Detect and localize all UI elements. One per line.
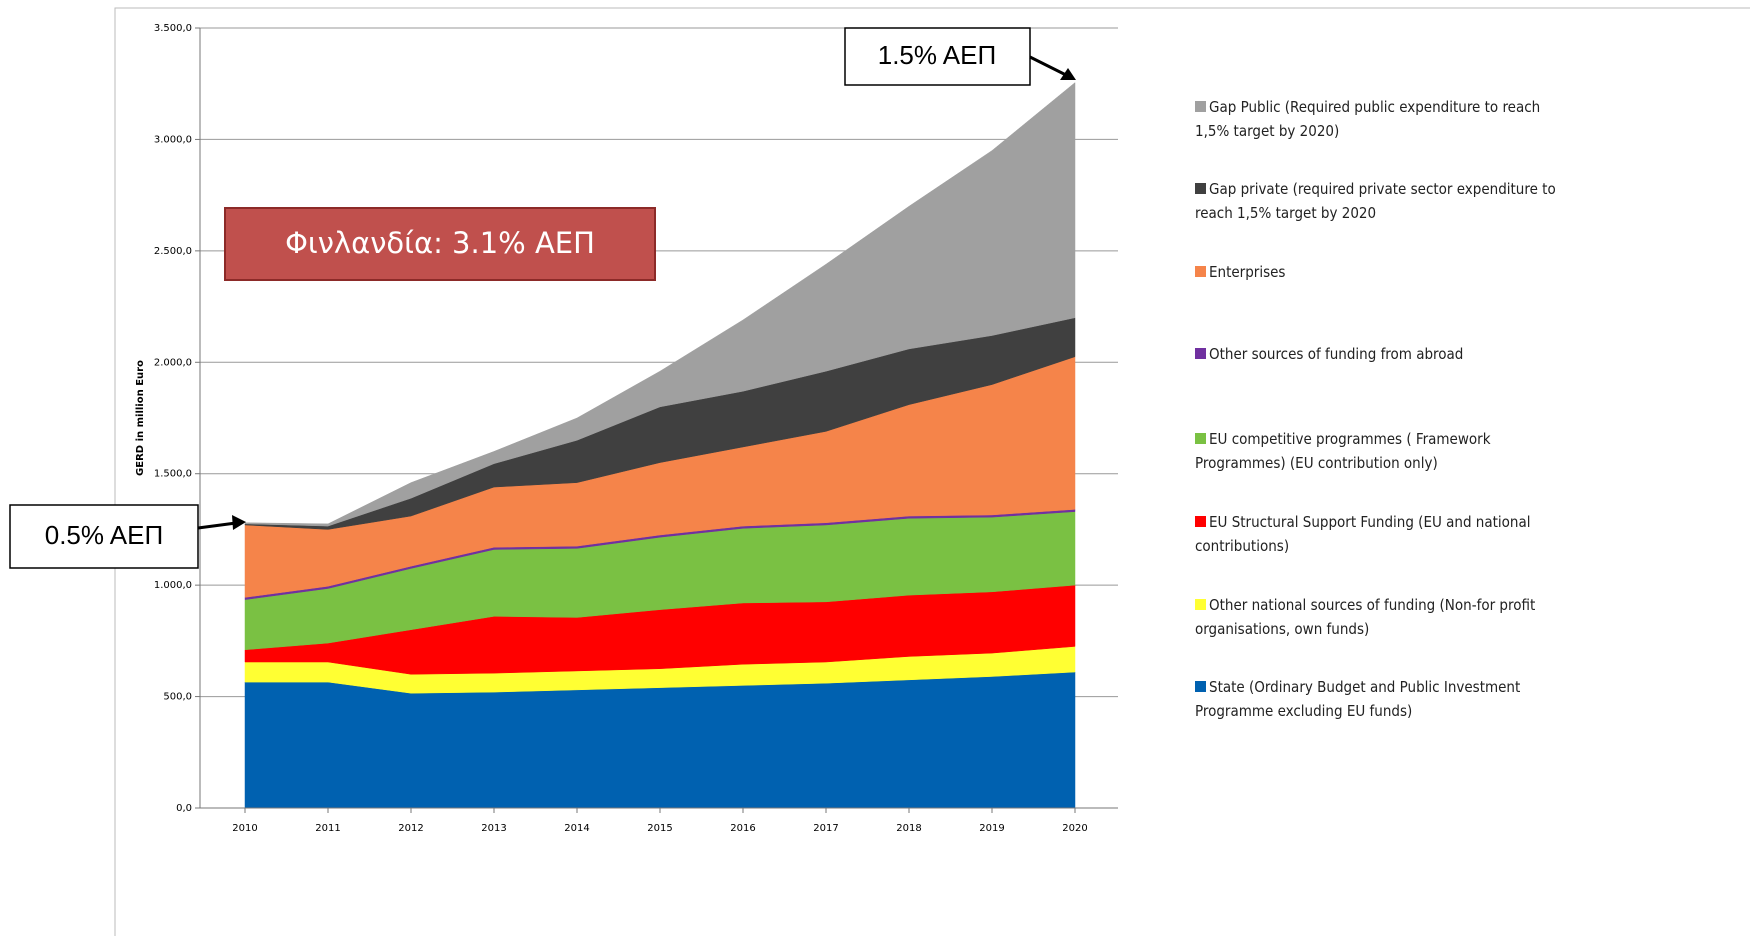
legend-item: Gap Public (Required public expenditure … bbox=[1195, 95, 1575, 143]
arrow bbox=[197, 521, 237, 530]
legend-item: Other national sources of funding (Non-f… bbox=[1195, 593, 1575, 641]
legend-swatch bbox=[1195, 599, 1206, 610]
legend-swatch bbox=[1195, 516, 1206, 527]
y-tick-label: 3.500,0 bbox=[154, 23, 192, 34]
x-tick-label: 2016 bbox=[730, 823, 755, 834]
x-tick-label: 2013 bbox=[481, 823, 506, 834]
x-tick-label: 2015 bbox=[647, 823, 672, 834]
legend-item: EU Structural Support Funding (EU and na… bbox=[1195, 510, 1575, 558]
y-tick-label: 2.000,0 bbox=[154, 357, 192, 368]
y-tick-label: 1.000,0 bbox=[154, 580, 192, 591]
annotation-box bbox=[9, 504, 199, 569]
x-tick-label: 2017 bbox=[813, 823, 838, 834]
legend-label: Gap Public (Required public expenditure … bbox=[1195, 98, 1541, 140]
legend-swatch bbox=[1195, 348, 1206, 359]
y-tick-label: 500,0 bbox=[163, 692, 192, 703]
legend-label: State (Ordinary Budget and Public Invest… bbox=[1195, 678, 1521, 720]
legend-swatch bbox=[1195, 101, 1206, 112]
arrow-head bbox=[1060, 68, 1076, 80]
legend-label: Other national sources of funding (Non-f… bbox=[1195, 596, 1536, 638]
legend-swatch bbox=[1195, 266, 1206, 277]
legend-item: EU competitive programmes ( Framework Pr… bbox=[1195, 427, 1575, 475]
arrow-head bbox=[232, 515, 246, 530]
legend-label: Other sources of funding from abroad bbox=[1209, 345, 1464, 363]
x-tick-label: 2014 bbox=[564, 823, 589, 834]
annotation-box bbox=[844, 27, 1031, 86]
y-tick-label: 0,0 bbox=[176, 803, 192, 814]
legend-swatch bbox=[1195, 183, 1206, 194]
legend-item: Enterprises bbox=[1195, 260, 1575, 284]
plot: 0,0 500,0 1.000,0 1.500,0 2.000,0 2.500,0 3.00… bbox=[154, 23, 1118, 834]
x-tick-label: 2020 bbox=[1062, 823, 1087, 834]
y-tick-label: 3.000,0 bbox=[154, 134, 192, 145]
legend-label: Enterprises bbox=[1209, 263, 1286, 281]
legend-label: Gap private (required private sector exp… bbox=[1195, 180, 1556, 222]
legend-label: EU Structural Support Funding (EU and na… bbox=[1195, 513, 1531, 555]
annotation-box bbox=[224, 207, 656, 281]
frame bbox=[114, 7, 1750, 936]
x-tick-label: 2010 bbox=[232, 823, 257, 834]
legend-item: Gap private (required private sector exp… bbox=[1195, 177, 1575, 225]
y-tick-label: 2.500,0 bbox=[154, 246, 192, 257]
legend-label: EU competitive programmes ( Framework Pr… bbox=[1195, 430, 1491, 472]
area bbox=[244, 671, 1076, 809]
legend-swatch bbox=[1195, 681, 1206, 692]
legend-item: State (Ordinary Budget and Public Invest… bbox=[1195, 675, 1575, 723]
x-tick-label: 2012 bbox=[398, 823, 423, 834]
area bbox=[244, 82, 1076, 527]
x-tick-label: 2019 bbox=[979, 823, 1004, 834]
x-tick-label: 2018 bbox=[896, 823, 921, 834]
x-tick-label: 2011 bbox=[315, 823, 340, 834]
annotation: 0.5% ΑΕΠ bbox=[45, 520, 164, 550]
annotation: Φινλανδία: 3.1% ΑΕΠ bbox=[285, 226, 595, 260]
y-tick-label: 1.500,0 bbox=[154, 469, 192, 480]
annotation: 1.5% ΑΕΠ bbox=[878, 40, 997, 70]
legend-swatch bbox=[1195, 433, 1206, 444]
legend-item: Other sources of funding from abroad bbox=[1195, 342, 1575, 366]
y-axis-label: GERD in million Euro bbox=[135, 360, 146, 476]
